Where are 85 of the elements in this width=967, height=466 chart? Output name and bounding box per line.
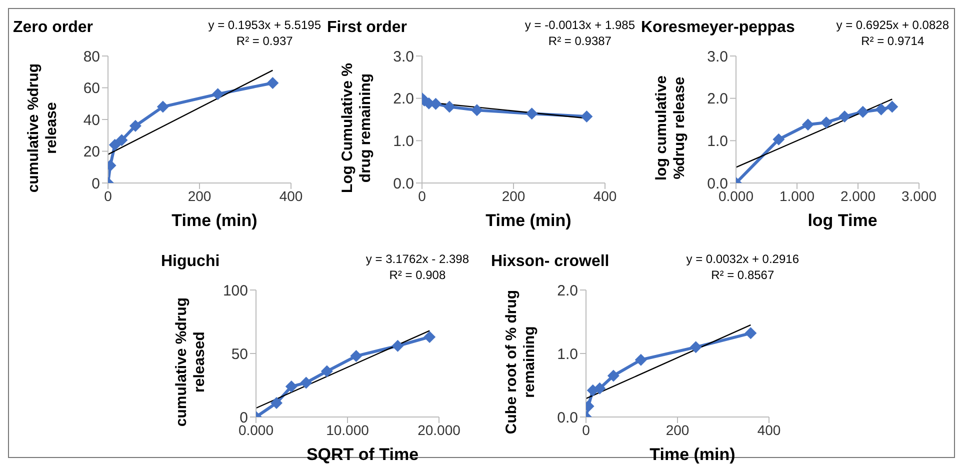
y-tick-label: 80	[83, 48, 100, 66]
y-tick-label: 50	[231, 346, 248, 363]
point	[392, 340, 404, 352]
text: R² = 0.937	[235, 33, 294, 49]
text: y = -0.0013x + 1.985	[524, 17, 635, 33]
y-tick-label: 40	[83, 112, 100, 129]
text: y = 0.6925x + 0.0828	[836, 17, 949, 33]
point	[607, 370, 620, 382]
x-tick-label: 200	[502, 188, 526, 204]
point	[470, 104, 483, 116]
text: R² = 0.9387	[547, 33, 612, 49]
y-axis-title: Log Cumulative % drug remaining	[339, 62, 375, 196]
y-tick-label: 60	[83, 80, 100, 98]
point	[320, 365, 333, 378]
y-tick-label: 3.0	[393, 48, 414, 66]
y-tick-label: 2.0	[557, 282, 578, 300]
chart-title: Hixson- crowell	[491, 253, 610, 271]
point	[875, 103, 888, 116]
point	[266, 76, 279, 89]
chart-title: Higuchi	[161, 253, 220, 271]
point	[156, 100, 169, 113]
y-axis-title: Cube root of % drug remaining	[503, 288, 539, 436]
x-axis-title: Time (min)	[648, 445, 736, 465]
point	[350, 350, 362, 362]
x-tick-label: 400	[593, 188, 617, 204]
x-tick-label: 10.000	[326, 422, 370, 438]
point	[443, 100, 456, 113]
point	[108, 138, 121, 151]
point	[116, 134, 128, 146]
point	[886, 100, 898, 113]
point	[526, 108, 538, 120]
y-tick-label: 0.0	[393, 175, 414, 192]
x-tick-label: 400	[279, 188, 303, 204]
y-tick-label: 3.0	[707, 48, 728, 66]
y-tick-label: 0.0	[557, 409, 578, 426]
point	[744, 327, 757, 340]
y-tick-label: 100	[222, 282, 248, 300]
x-axis-title: Time (min)	[170, 211, 258, 231]
x-axis-title: Time (min)	[484, 211, 572, 231]
point	[772, 133, 785, 146]
point	[129, 120, 142, 132]
x-tick-label: 0	[418, 188, 426, 204]
text: y = 0.0032x + 0.2916	[686, 251, 799, 267]
chart-title: Zero order	[13, 19, 94, 37]
point	[856, 106, 869, 118]
x-axis-title: SQRT of Time	[305, 445, 420, 465]
point	[802, 118, 814, 131]
chart-title: Koresmeyer-peppas	[641, 19, 795, 37]
x-tick-label: 2.000	[840, 188, 876, 204]
y-tick-label: 2.0	[707, 90, 728, 108]
y-tick-label: 20	[83, 144, 100, 161]
point	[820, 116, 832, 128]
x-tick-label: 200	[188, 188, 212, 204]
point	[212, 88, 224, 100]
y-tick-label: 0	[92, 175, 100, 192]
point	[270, 397, 282, 410]
point	[580, 110, 593, 123]
x-tick-label: 400	[757, 422, 781, 438]
y-axis-title: cumulative %drug released	[173, 296, 209, 429]
x-tick-label: 20.000	[418, 422, 461, 438]
point	[300, 376, 312, 389]
y-tick-label: 1.0	[557, 346, 578, 363]
text: R² = 0.9714	[860, 33, 926, 49]
point	[634, 354, 647, 366]
point	[285, 380, 298, 393]
x-tick-label: 1.000	[779, 188, 815, 204]
text: R² = 0.908	[388, 267, 447, 283]
x-axis-title: log Time	[806, 211, 878, 231]
text: y = 3.1762x - 2.398	[366, 251, 469, 267]
y-tick-label: 1.0	[707, 132, 728, 150]
y-tick-label: 2.0	[393, 90, 414, 108]
text: y = 0.1953x + 5.5195	[208, 17, 321, 33]
y-tick-label: 1.0	[393, 132, 414, 150]
x-tick-label: 0	[582, 422, 590, 438]
point	[424, 330, 436, 343]
y-axis-title: cumulative %drug release	[25, 62, 61, 195]
x-tick-label: 0	[104, 188, 112, 204]
x-tick-label: 200	[666, 422, 690, 438]
y-axis-title: log cumulative %drug release	[653, 74, 689, 183]
point	[690, 341, 702, 354]
x-tick-label: 3.000	[901, 188, 937, 204]
point	[594, 382, 606, 394]
chart-title: First order	[327, 19, 408, 37]
text: R² = 0.8567	[710, 267, 776, 283]
point	[838, 110, 851, 123]
